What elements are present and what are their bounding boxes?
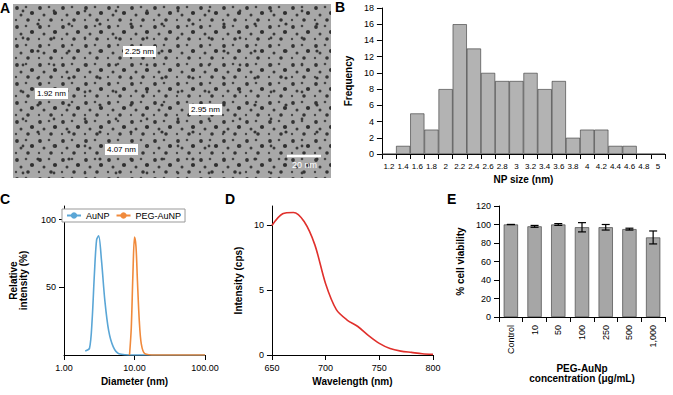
svg-text:5: 5 [259, 285, 264, 295]
svg-text:18: 18 [364, 3, 374, 13]
svg-text:50: 50 [46, 282, 56, 292]
svg-text:0: 0 [369, 149, 374, 159]
svg-text:2.2: 2.2 [454, 162, 466, 171]
svg-text:100: 100 [476, 220, 491, 230]
html-text:4.07 nm: 4.07 nm [107, 145, 136, 154]
svg-text:8: 8 [369, 84, 374, 94]
svg-text:10: 10 [364, 68, 374, 78]
svg-text:10: 10 [254, 220, 264, 230]
svg-text:3.6: 3.6 [553, 162, 565, 171]
svg-text:3.4: 3.4 [539, 162, 551, 171]
svg-text:1.4: 1.4 [398, 162, 410, 171]
svg-text:60: 60 [481, 257, 491, 267]
html-text:20 nm: 20 nm [292, 160, 317, 170]
svg-text:16: 16 [364, 19, 374, 29]
svg-text:5: 5 [656, 162, 661, 171]
svg-text:4.8: 4.8 [638, 162, 650, 171]
svg-text:120: 120 [476, 201, 491, 211]
svg-text:750: 750 [372, 363, 387, 373]
svg-text:700: 700 [318, 363, 333, 373]
svg-text:800: 800 [425, 363, 440, 373]
svg-text:Frequency: Frequency [343, 55, 354, 106]
svg-text:NP size (nm): NP size (nm) [494, 174, 554, 185]
svg-text:1.8: 1.8 [426, 162, 438, 171]
svg-text:100: 100 [41, 215, 56, 225]
svg-text:B: B [335, 0, 345, 15]
svg-text:D: D [225, 192, 235, 207]
svg-text:Control: Control [506, 325, 516, 354]
html-text:2.95 nm: 2.95 nm [191, 105, 220, 114]
svg-text:Relative: Relative [7, 261, 19, 300]
svg-text:50: 50 [553, 325, 563, 335]
svg-text:40: 40 [481, 275, 491, 285]
svg-text:4.6: 4.6 [624, 162, 636, 171]
svg-text:0: 0 [486, 312, 491, 322]
svg-text:4.2: 4.2 [596, 162, 608, 171]
svg-text:500: 500 [624, 325, 634, 340]
svg-text:3: 3 [514, 162, 519, 171]
svg-text:20: 20 [481, 294, 491, 304]
svg-text:10: 10 [530, 325, 540, 335]
svg-text:1.2: 1.2 [383, 162, 395, 171]
svg-text:250: 250 [601, 325, 611, 340]
svg-text:C: C [0, 192, 10, 207]
svg-text:100: 100 [577, 325, 587, 340]
svg-text:Diameter (nm): Diameter (nm) [101, 376, 168, 387]
svg-text:14: 14 [364, 35, 374, 45]
svg-text:2.8: 2.8 [497, 162, 509, 171]
svg-text:E: E [447, 192, 456, 207]
svg-text:Intensity (cps): Intensity (cps) [233, 247, 244, 315]
svg-text:2: 2 [369, 133, 374, 143]
svg-text:AuNP: AuNP [86, 211, 110, 221]
svg-text:2.6: 2.6 [483, 162, 495, 171]
svg-text:2: 2 [443, 162, 448, 171]
svg-text:PEG-AuNp: PEG-AuNp [556, 362, 608, 374]
html-text:A: A [0, 0, 11, 16]
svg-text:PEG-AuNP: PEG-AuNP [136, 211, 182, 221]
svg-text:2.4: 2.4 [468, 162, 480, 171]
svg-text:650: 650 [264, 363, 279, 373]
svg-text:12: 12 [364, 52, 374, 62]
svg-text:3.2: 3.2 [525, 162, 537, 171]
svg-text:4: 4 [585, 162, 590, 171]
svg-text:80: 80 [481, 238, 491, 248]
html-text:1.92 nm: 1.92 nm [37, 89, 66, 98]
svg-text:concentration (μg/mL): concentration (μg/mL) [529, 373, 635, 384]
svg-text:10.00: 10.00 [123, 363, 146, 373]
html-text:2.25 nm: 2.25 nm [125, 47, 154, 56]
svg-text:6: 6 [369, 100, 374, 110]
svg-text:1.6: 1.6 [412, 162, 424, 171]
svg-text:4.4: 4.4 [610, 162, 622, 171]
svg-text:1.00: 1.00 [55, 363, 73, 373]
svg-text:intensity (%): intensity (%) [18, 251, 29, 310]
svg-text:1,000: 1,000 [648, 325, 658, 348]
svg-text:0: 0 [259, 350, 264, 360]
svg-text:3.8: 3.8 [567, 162, 579, 171]
svg-text:Wavelength (nm): Wavelength (nm) [312, 376, 392, 387]
svg-text:100.00: 100.00 [191, 363, 219, 373]
svg-text:% cell viability: % cell viability [455, 227, 466, 296]
svg-text:4: 4 [369, 117, 374, 127]
